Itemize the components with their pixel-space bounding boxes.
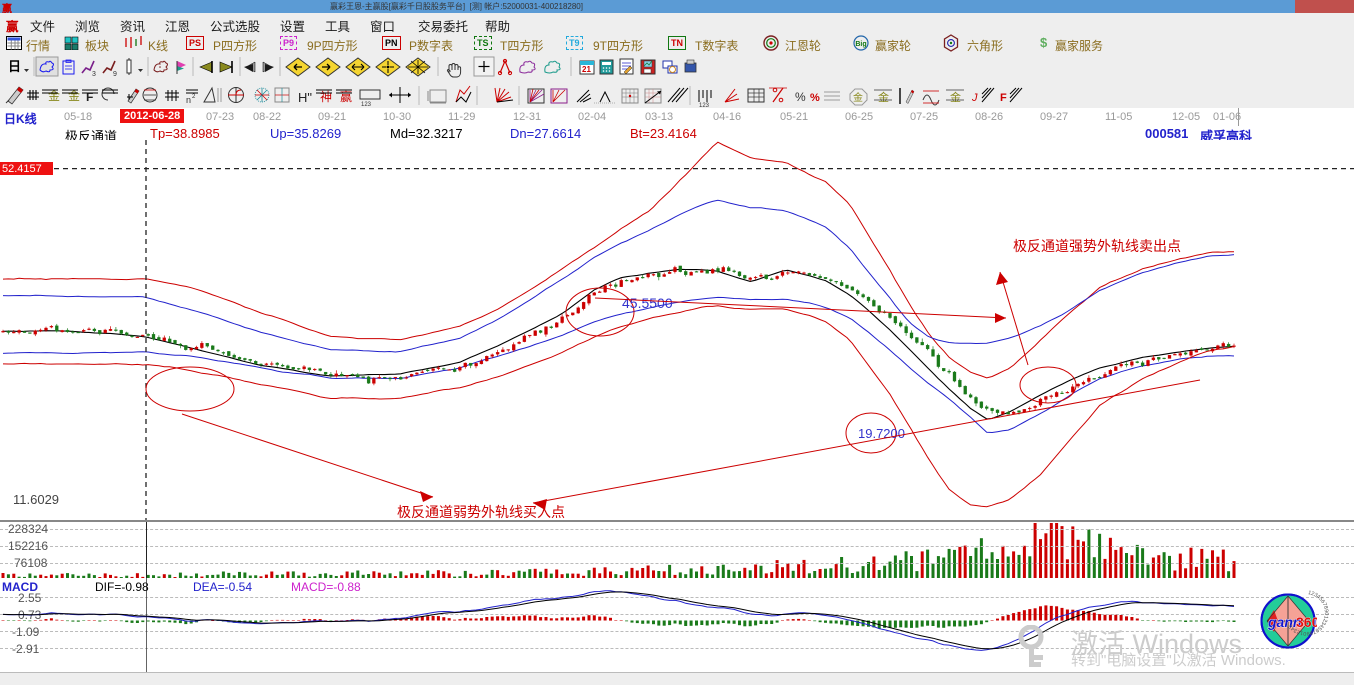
svg-text:J: J [971,92,978,104]
svg-text:金: 金 [853,91,863,104]
svg-text:9: 9 [113,71,117,78]
svg-text:F: F [86,90,93,104]
svg-text:%: % [810,92,820,104]
svg-text:2: 2 [192,94,196,100]
svg-text:金: 金 [950,90,961,104]
svg-text:n: n [186,95,191,105]
svg-text:极反通道弱势外轨线买入点: 极反通道弱势外轨线买入点 [397,504,565,520]
svg-text:11.6029: 11.6029 [13,492,59,507]
svg-text:21: 21 [582,65,591,74]
svg-text:3: 3 [92,71,96,78]
svg-text:52.4157: 52.4157 [2,163,42,175]
svg-text:极反通道强势外轨线卖出点: 极反通道强势外轨线卖出点 [1013,238,1181,254]
svg-text:1234567890123456789012345: 1234567890123456789012345 [1288,590,1329,636]
svg-text:H": H" [298,90,312,105]
svg-text:Big: Big [855,41,866,48]
svg-text:%: % [795,90,806,104]
svg-text:F: F [1000,92,1007,104]
svg-text:神: 神 [320,90,332,104]
svg-text:45.5500: 45.5500 [622,295,673,311]
svg-text:金: 金 [878,90,889,104]
svg-text:日: 日 [8,59,21,74]
svg-text:赢: 赢 [340,89,352,104]
